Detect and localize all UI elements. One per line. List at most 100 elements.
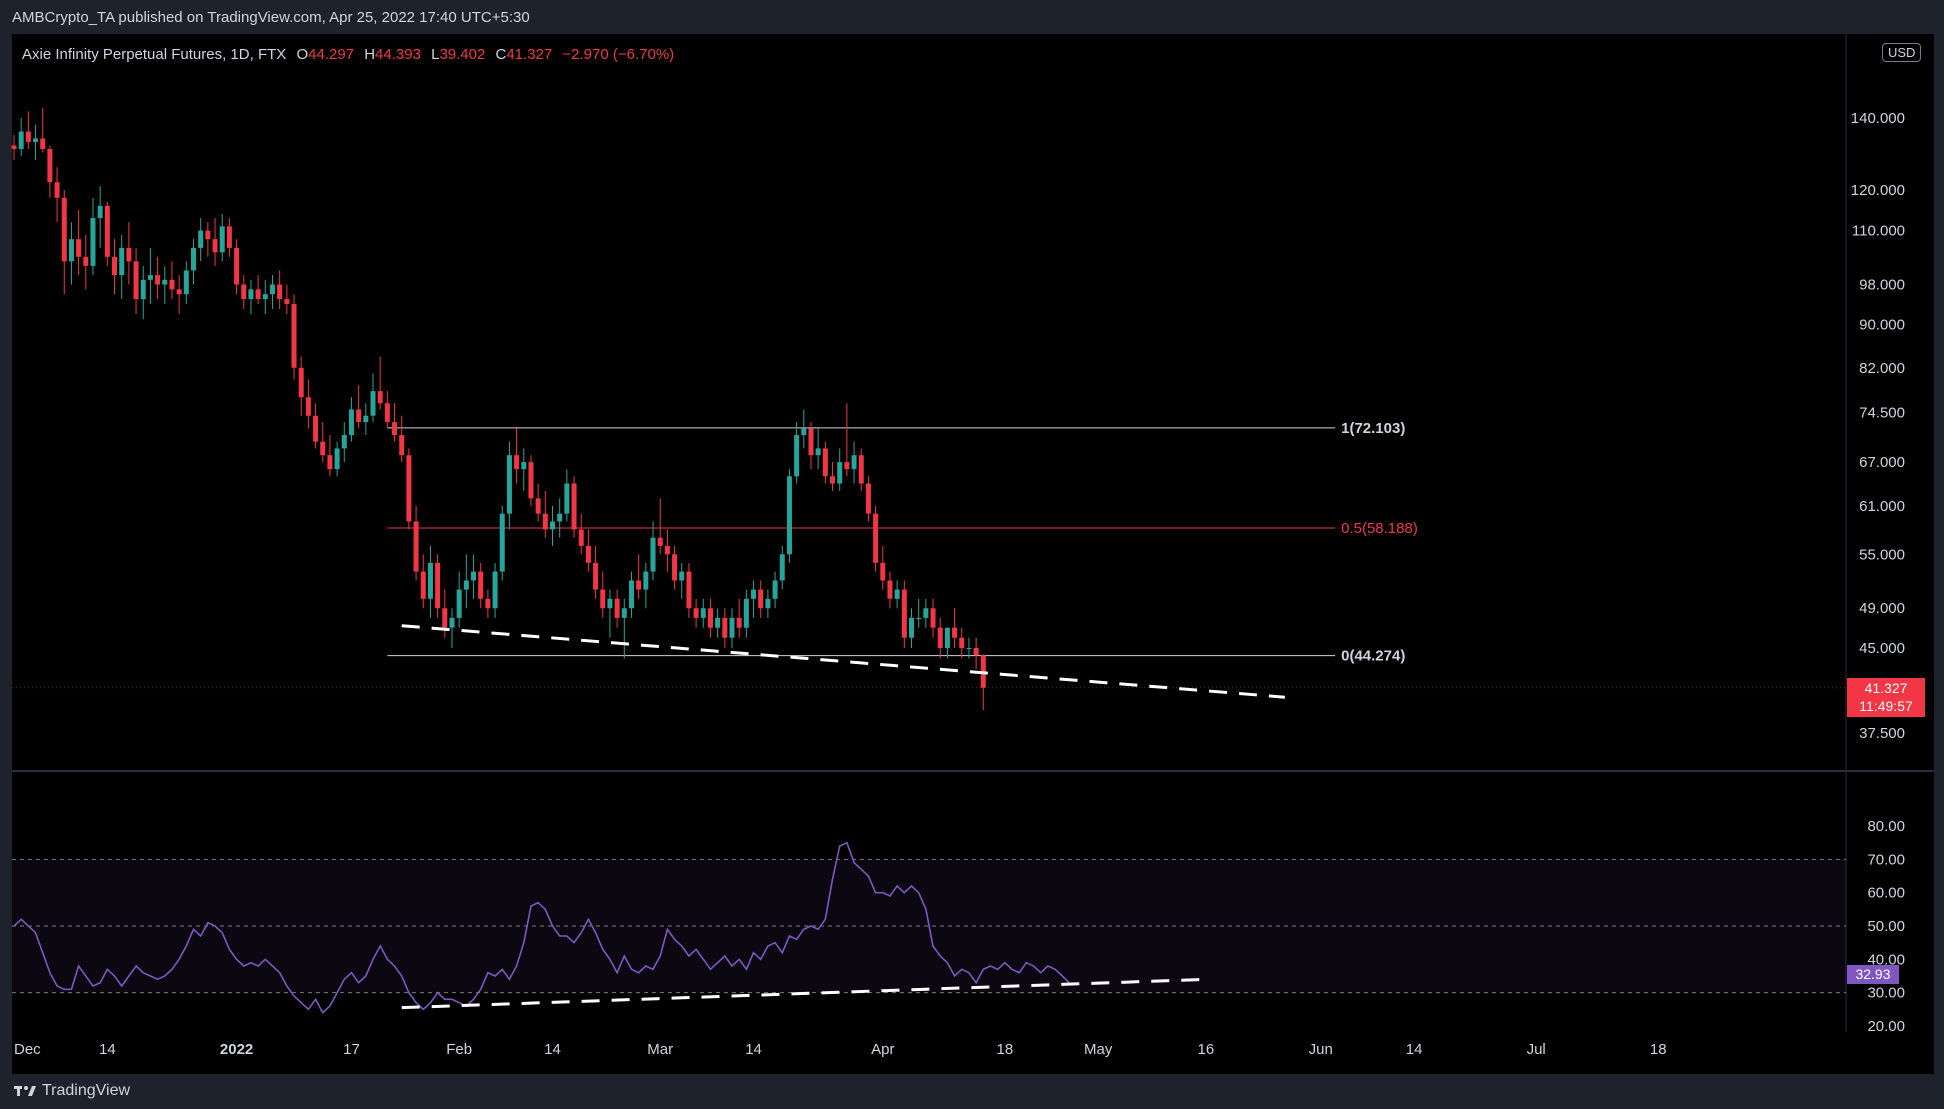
- time-axis: [12, 1032, 1934, 1074]
- candle: [377, 356, 383, 410]
- candle: [822, 441, 828, 484]
- fib-level-label: 0.5(58.188): [1341, 520, 1418, 537]
- candle: [909, 608, 914, 648]
- candle: [578, 513, 584, 555]
- candle: [844, 403, 850, 477]
- tradingview-brand[interactable]: TradingView: [14, 1082, 130, 1100]
- candle: [47, 145, 53, 198]
- time-tick-label: Apr: [871, 1041, 894, 1058]
- candle-body: [858, 455, 864, 484]
- candle-body: [492, 571, 498, 609]
- candle-body: [471, 571, 477, 581]
- candle: [521, 448, 527, 491]
- candle-body: [356, 409, 362, 423]
- candle: [830, 462, 836, 491]
- candle: [119, 234, 125, 300]
- candle: [944, 627, 950, 659]
- candle: [664, 529, 670, 572]
- candle: [865, 476, 871, 522]
- candle: [363, 403, 369, 436]
- candle-body: [241, 284, 247, 300]
- candle-body: [499, 513, 505, 572]
- candle: [901, 580, 907, 648]
- candle: [916, 598, 922, 628]
- candle-body: [916, 617, 922, 619]
- price-tick-label: 120.000: [1851, 182, 1905, 199]
- candle: [399, 415, 405, 463]
- candle: [686, 562, 692, 618]
- candle-body: [334, 448, 340, 470]
- candle: [765, 589, 771, 618]
- high-value: 44.393: [375, 46, 421, 63]
- candle-body: [406, 455, 412, 522]
- candle: [499, 505, 505, 581]
- candle: [758, 580, 764, 618]
- time-tick-label: May: [1084, 1041, 1113, 1058]
- candle-body: [442, 608, 448, 628]
- time-tick-label: Dec: [14, 1041, 41, 1058]
- candle-body: [320, 441, 326, 456]
- candle-body: [822, 448, 828, 477]
- candle-body: [291, 304, 297, 368]
- candle-body: [758, 589, 764, 609]
- candle: [679, 562, 685, 599]
- candle: [11, 134, 17, 160]
- price-tick-label: 74.500: [1859, 405, 1905, 422]
- candle: [966, 637, 972, 659]
- candle-body: [729, 617, 735, 638]
- candle-body: [234, 247, 240, 285]
- candle-body: [564, 483, 570, 514]
- candle: [873, 505, 879, 572]
- candle-body: [76, 239, 82, 257]
- candle-body: [284, 299, 290, 305]
- candle: [40, 108, 46, 153]
- candle-body: [298, 367, 304, 398]
- candle: [478, 562, 484, 609]
- candle: [241, 275, 247, 310]
- candle-body: [68, 239, 74, 262]
- candle-body: [126, 247, 132, 262]
- candle: [277, 270, 283, 310]
- candle-body: [25, 131, 31, 142]
- rsi-tick-label: 80.00: [1867, 818, 1905, 835]
- candle: [492, 562, 498, 618]
- candle: [650, 521, 656, 581]
- candle: [356, 385, 362, 429]
- candle-body: [327, 455, 333, 470]
- candle: [313, 403, 319, 449]
- candle-body: [456, 589, 462, 618]
- currency-button[interactable]: USD: [1882, 43, 1922, 62]
- candle-body: [578, 529, 584, 546]
- candle-body: [873, 513, 879, 563]
- candle: [205, 222, 211, 257]
- candle: [514, 428, 520, 484]
- bar-countdown: 11:49:57: [1859, 698, 1913, 714]
- time-tick-label: 17: [343, 1041, 360, 1058]
- candle-body: [743, 598, 749, 628]
- candle: [930, 598, 936, 638]
- candle: [837, 448, 843, 491]
- time-tick-label: 14: [1406, 1041, 1423, 1058]
- candle: [420, 554, 426, 609]
- candle-body: [837, 462, 843, 484]
- candle: [801, 409, 807, 449]
- candle: [392, 403, 398, 442]
- candle-body: [664, 545, 670, 555]
- candle: [334, 441, 340, 477]
- price-tick-label: 110.000: [1852, 223, 1905, 240]
- rsi-value-badge: 32.93: [1847, 965, 1899, 984]
- candle: [147, 247, 153, 305]
- candle: [693, 598, 699, 628]
- candle: [234, 239, 240, 295]
- candle: [255, 275, 261, 305]
- candle-body: [686, 571, 692, 609]
- tradingview-logo-icon: [14, 1086, 36, 1096]
- chart-area[interactable]: 140.000 120.000 110.000 98.000 90.000 82.000 7…: [0, 34, 1944, 1074]
- price-tick-label: 55.000: [1859, 546, 1905, 563]
- price-tick-label: 82.000: [1859, 360, 1905, 377]
- candle: [542, 490, 548, 538]
- price-axis: [1846, 34, 1934, 1032]
- candle: [657, 498, 663, 555]
- candle: [327, 435, 333, 477]
- symbol-name[interactable]: Axie Infinity Perpetual Futures, 1D, FTX: [22, 46, 287, 63]
